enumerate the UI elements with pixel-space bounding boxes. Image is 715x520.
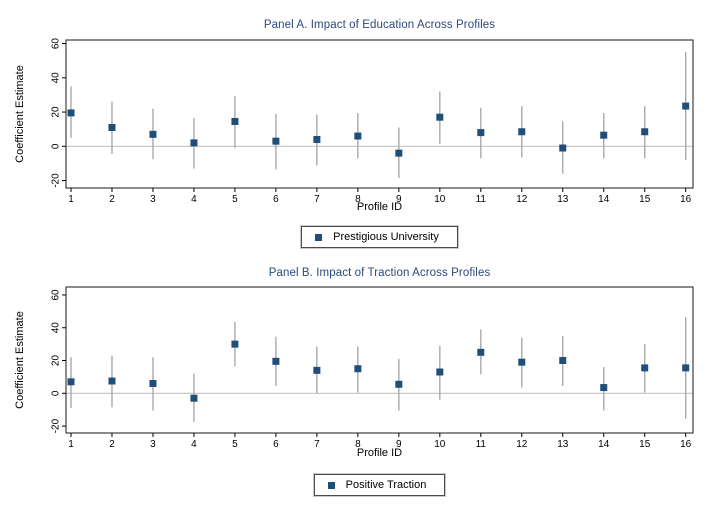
point-estimate-marker	[559, 357, 567, 365]
panel-a-legend-label: Prestigious University	[333, 231, 439, 243]
x-tick-label: 1	[68, 439, 74, 450]
point-estimate-marker	[354, 365, 362, 373]
x-tick-label: 3	[150, 439, 156, 450]
x-tick-label: 12	[516, 439, 528, 450]
x-tick-label: 9	[396, 194, 402, 205]
panel-b-legend: Positive Traction	[66, 473, 693, 497]
point-estimate-marker	[641, 364, 649, 372]
y-tick-label: 60	[51, 38, 62, 50]
y-tick-label: 0	[51, 390, 62, 396]
x-tick-label: 16	[680, 439, 692, 450]
point-estimate-marker	[600, 384, 608, 392]
x-tick-label: 7	[314, 439, 320, 450]
point-estimate-marker	[682, 102, 690, 110]
x-tick-label: 16	[680, 194, 692, 205]
y-tick-label: 40	[51, 322, 62, 334]
x-tick-label: 15	[639, 439, 651, 450]
point-estimate-marker	[190, 394, 198, 402]
point-estimate-marker	[149, 379, 157, 387]
point-estimate-marker	[600, 131, 608, 139]
panel-a-legend: Prestigious University	[66, 225, 693, 249]
x-tick-label: 3	[150, 194, 156, 205]
y-tick-label: 40	[51, 72, 62, 84]
point-estimate-marker	[313, 366, 321, 374]
point-estimate-marker	[108, 123, 116, 131]
panel-a-legend-box: Prestigious University	[300, 225, 459, 249]
point-estimate-marker	[477, 348, 485, 356]
y-tick-label: 20	[51, 355, 62, 367]
x-tick-label: 5	[232, 439, 238, 450]
panel-b-x-axis-label: Profile ID	[356, 447, 403, 459]
x-tick-label: 13	[557, 194, 569, 205]
point-estimate-marker	[231, 117, 239, 125]
x-tick-label: 11	[476, 194, 487, 205]
x-tick-label: 10	[434, 194, 446, 205]
point-estimate-marker	[641, 128, 649, 136]
x-tick-label: 13	[557, 439, 569, 450]
y-tick-label: 20	[51, 106, 62, 118]
point-estimate-marker	[272, 137, 280, 145]
y-tick-label: -20	[51, 173, 62, 188]
point-estimate-marker	[108, 377, 116, 385]
x-tick-label: 11	[476, 439, 487, 450]
point-estimate-marker	[518, 358, 526, 366]
y-tick-label: 60	[51, 289, 62, 301]
plot-frame	[65, 286, 694, 434]
x-tick-label: 14	[598, 194, 610, 205]
x-tick-label: 15	[639, 194, 651, 205]
point-estimate-marker	[682, 364, 690, 372]
point-estimate-marker	[436, 368, 444, 376]
point-estimate-marker	[231, 340, 239, 348]
x-tick-label: 4	[191, 439, 197, 450]
panel-b-legend-label: Positive Traction	[345, 479, 427, 491]
panel-a-x-axis-label: Profile ID	[356, 201, 403, 213]
panel-a-title: Panel A. Impact of Education Across Prof…	[263, 19, 496, 31]
x-tick-label: 6	[273, 439, 279, 450]
x-tick-label: 14	[598, 439, 610, 450]
point-estimate-marker	[518, 128, 526, 136]
x-tick-label: 2	[109, 439, 115, 450]
x-tick-label: 5	[232, 194, 238, 205]
point-estimate-marker	[395, 149, 403, 157]
x-tick-label: 4	[191, 194, 197, 205]
x-tick-label: 1	[68, 194, 74, 205]
x-tick-label: 7	[314, 194, 320, 205]
point-estimate-marker	[354, 132, 362, 140]
point-estimate-marker	[272, 357, 280, 365]
x-tick-label: 10	[434, 439, 446, 450]
square-marker-icon	[315, 233, 323, 241]
point-estimate-marker	[67, 109, 75, 117]
square-marker-icon	[327, 481, 335, 489]
y-tick-label: 0	[51, 143, 62, 149]
y-tick-label: -20	[51, 418, 62, 433]
x-tick-label: 8	[355, 439, 361, 450]
plot-frame	[65, 39, 694, 189]
panel-a-y-axis-label: Coefficient Estimate	[14, 65, 26, 163]
point-estimate-marker	[190, 139, 198, 147]
x-tick-label: 9	[396, 439, 402, 450]
point-estimate-marker	[67, 378, 75, 386]
panel-b-title: Panel B. Impact of Traction Across Profi…	[268, 267, 491, 279]
panel-b-legend-box: Positive Traction	[312, 473, 447, 497]
x-tick-label: 12	[516, 194, 528, 205]
point-estimate-marker	[313, 135, 321, 143]
point-estimate-marker	[436, 113, 444, 121]
x-tick-label: 2	[109, 194, 115, 205]
point-estimate-marker	[149, 130, 157, 138]
point-estimate-marker	[477, 129, 485, 137]
point-estimate-marker	[395, 380, 403, 388]
x-tick-label: 8	[355, 194, 361, 205]
point-estimate-marker	[559, 144, 567, 152]
panel-b-y-axis-label: Coefficient Estimate	[14, 311, 26, 409]
x-tick-label: 6	[273, 194, 279, 205]
